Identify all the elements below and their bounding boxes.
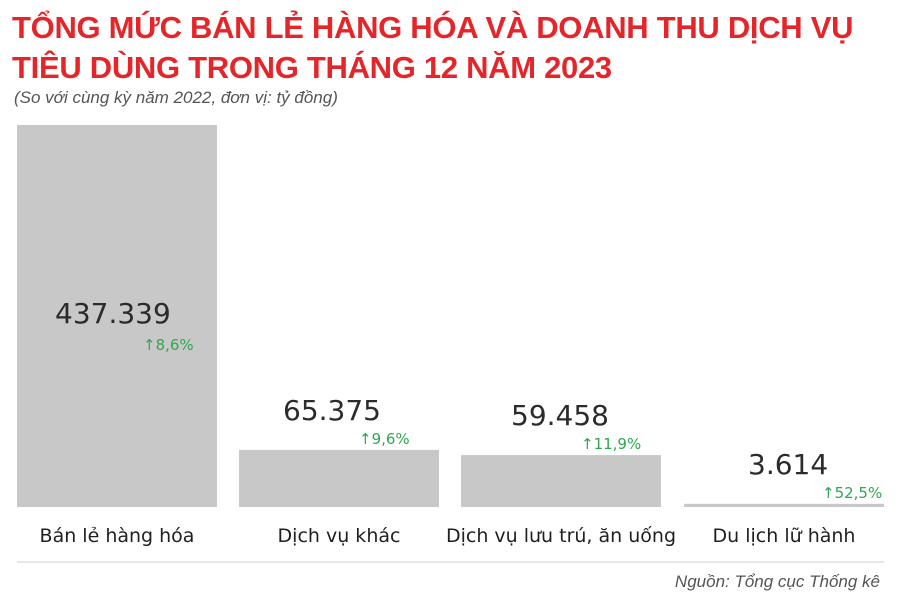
change-label-1: ↑8,6% (143, 336, 194, 354)
chart-title: TỔNG MỨC BÁN LẺ HÀNG HÓA VÀ DOANH THU DỊ… (12, 10, 854, 85)
category-label-2: Dịch vụ khác (278, 525, 401, 547)
chart-subtitle: (So với cùng kỳ năm 2022, đơn vị: tỷ đồn… (14, 88, 338, 107)
bar-2 (239, 449, 439, 507)
change-label-4: ↑52,5% (822, 484, 882, 502)
value-label-3: 59.458 (511, 399, 609, 432)
change-label-3: ↑11,9% (581, 435, 641, 453)
bar-4 (684, 503, 884, 507)
value-label-1: 437.339 (55, 297, 171, 330)
value-label-2: 65.375 (283, 394, 381, 427)
bar-3 (461, 455, 661, 507)
change-label-2: ↑9,6% (359, 430, 410, 448)
value-label-4: 3.614 (748, 448, 828, 481)
source-note: Nguồn: Tổng cục Thống kê (674, 572, 880, 591)
category-label-4: Du lịch lữ hành (713, 525, 856, 547)
category-label-3: Dịch vụ lưu trú, ăn uống (446, 525, 676, 547)
category-label-1: Bán lẻ hàng hóa (40, 525, 195, 547)
bar-1 (17, 125, 217, 507)
